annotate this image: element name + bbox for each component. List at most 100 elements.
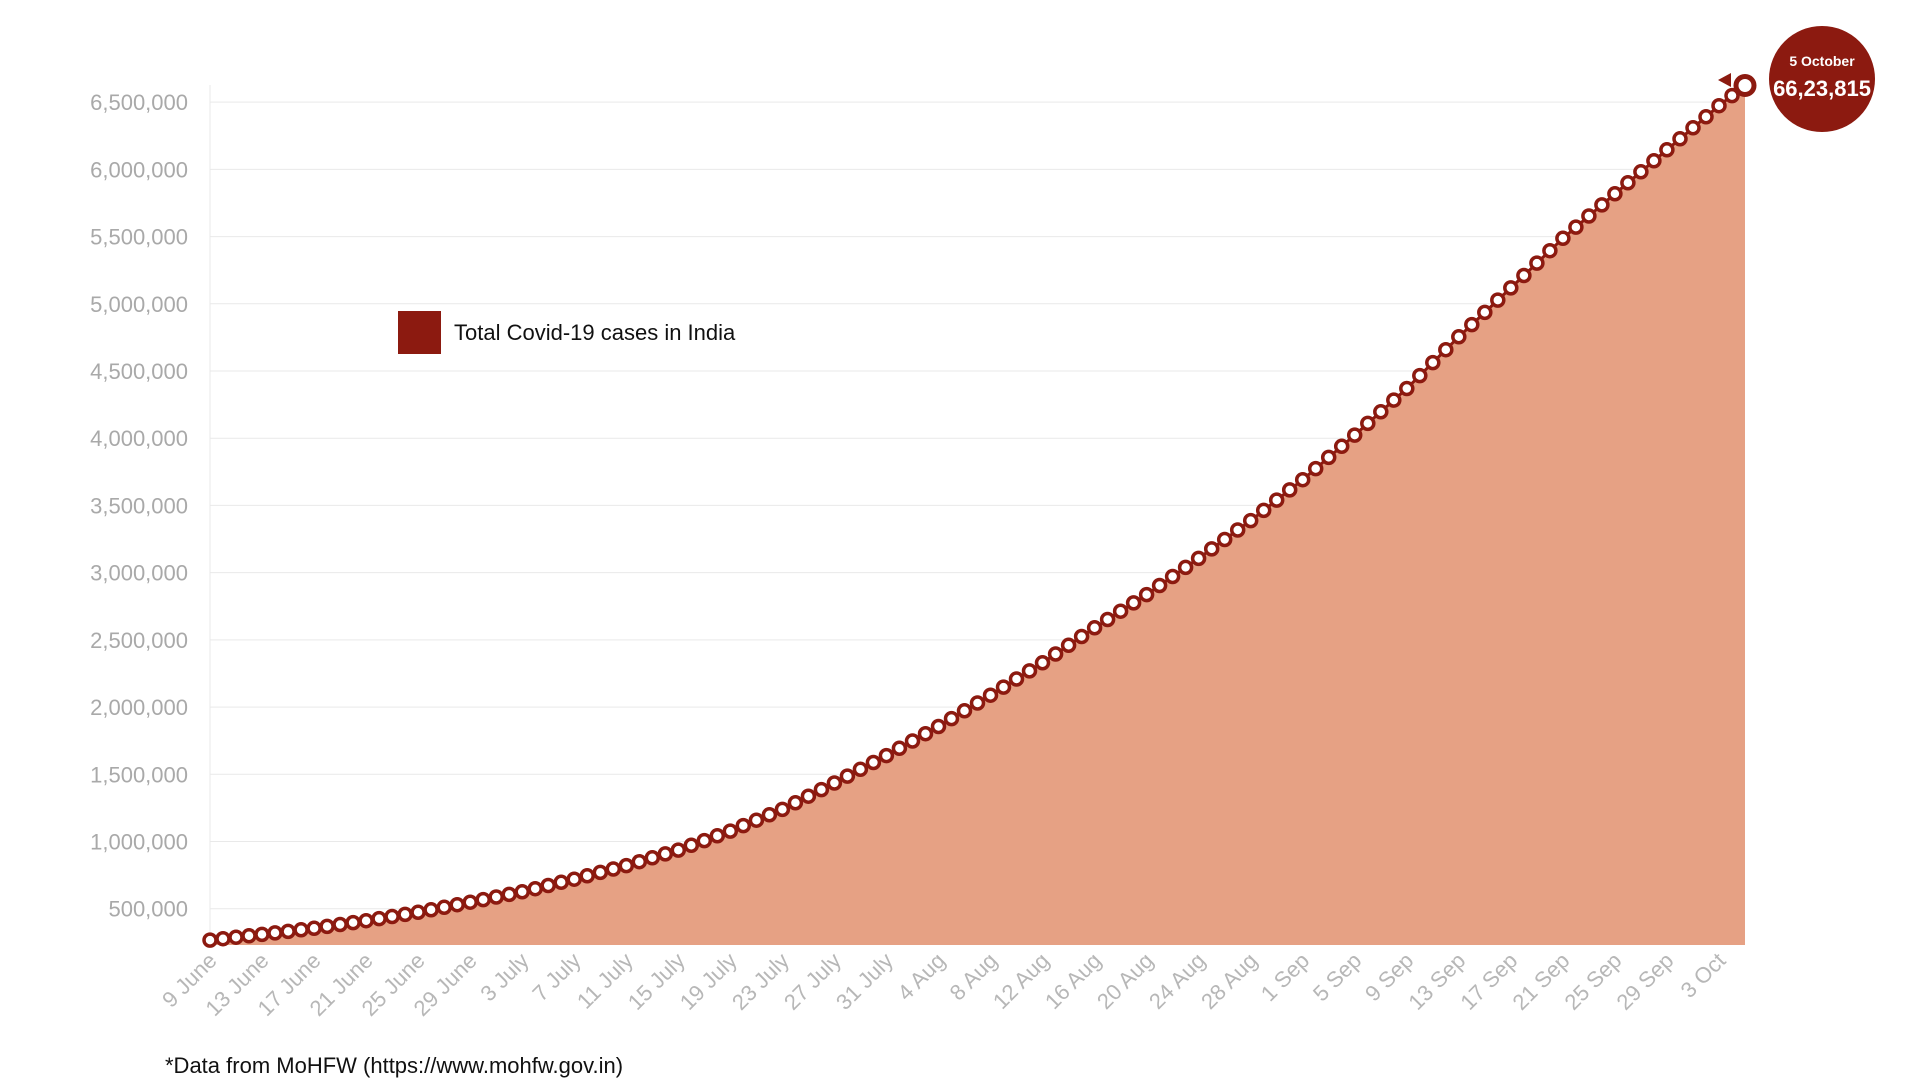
data-point [1490, 292, 1506, 308]
data-point [813, 781, 830, 798]
data-point [1216, 531, 1233, 548]
data-point [1386, 392, 1402, 408]
y-tick-label: 3,000,000 [90, 561, 188, 586]
data-point [358, 912, 374, 929]
data-point [1503, 280, 1519, 296]
data-point [982, 687, 999, 703]
data-point [787, 795, 804, 811]
data-point [592, 864, 609, 881]
x-tick-label: 19 July [675, 948, 742, 1015]
data-point [1008, 671, 1025, 687]
data-point [1073, 628, 1090, 645]
y-tick-label: 4,500,000 [90, 359, 188, 384]
data-point [1373, 404, 1389, 420]
data-point [1672, 131, 1688, 147]
data-point [215, 930, 231, 947]
data-point [1425, 354, 1441, 371]
legend-label: Total Covid-19 cases in India [454, 320, 736, 345]
data-point [1620, 175, 1636, 191]
data-point [579, 868, 595, 884]
data-point [722, 823, 739, 839]
data-point [475, 891, 491, 908]
data-point [397, 906, 413, 923]
data-point [1542, 242, 1558, 259]
x-tick-label: 29 Sep [1611, 948, 1678, 1015]
x-tick-label: 13 Sep [1403, 948, 1470, 1015]
data-point [384, 908, 400, 925]
x-tick-label: 4 Aug [893, 948, 950, 1005]
legend-swatch [398, 311, 441, 354]
data-point [800, 788, 817, 804]
data-point [540, 877, 556, 894]
area-layer [209, 84, 1746, 945]
data-point [423, 902, 439, 918]
y-tick-label: 2,500,000 [90, 628, 188, 653]
callout-value: 66,23,815 [1773, 76, 1871, 101]
data-point [761, 807, 778, 823]
data-point [1229, 522, 1246, 538]
y-tick-label: 5,500,000 [90, 225, 188, 250]
data-point [943, 710, 960, 727]
callout-pointer [1718, 73, 1731, 87]
data-point [1112, 603, 1129, 619]
data-point [1281, 482, 1298, 498]
y-tick-label: 2,000,000 [90, 695, 188, 720]
x-tick-label: 5 Sep [1308, 948, 1366, 1006]
data-point [1607, 186, 1623, 202]
data-point [306, 920, 322, 937]
data-point [1412, 367, 1428, 384]
data-point [969, 695, 986, 711]
y-tick-label: 6,000,000 [90, 157, 188, 182]
data-point [1307, 460, 1324, 477]
data-point [631, 853, 648, 870]
data-point [735, 817, 752, 834]
data-markers [202, 74, 1757, 948]
y-tick-label: 1,500,000 [90, 762, 188, 787]
data-point [904, 733, 921, 749]
data-point [293, 922, 309, 938]
x-tick-label: 28 Aug [1196, 948, 1262, 1014]
x-tick-label: 20 Aug [1092, 948, 1158, 1014]
data-point [1294, 471, 1311, 488]
callout-date: 5 October [1789, 53, 1855, 69]
data-point [1438, 341, 1454, 358]
data-point [488, 889, 504, 905]
data-point [566, 871, 582, 887]
data-point [930, 718, 947, 735]
x-tick-label: 12 Aug [988, 948, 1054, 1014]
x-tick-label: 24 Aug [1144, 948, 1210, 1014]
data-point [774, 801, 791, 818]
data-point [449, 896, 465, 913]
data-point [280, 923, 296, 940]
data-point [1733, 74, 1757, 97]
data-point [1125, 595, 1142, 611]
data-point [1047, 646, 1064, 662]
x-tick-label: 15 July [623, 948, 690, 1015]
y-tick-label: 3,500,000 [90, 493, 188, 518]
data-point [1724, 87, 1740, 104]
data-point [696, 832, 713, 849]
data-point [1516, 267, 1532, 284]
data-point [839, 768, 856, 784]
data-point [1203, 541, 1220, 557]
data-point [1360, 415, 1376, 432]
data-point [1659, 142, 1675, 158]
callout-bubble [1769, 26, 1875, 132]
data-point [1060, 637, 1077, 654]
data-point [345, 914, 361, 931]
data-point [1255, 502, 1272, 519]
data-point [1594, 197, 1610, 213]
data-point [1633, 164, 1649, 180]
data-point [670, 842, 687, 858]
data-point [1333, 438, 1350, 455]
data-point [527, 880, 543, 897]
data-point [319, 918, 335, 935]
data-point [1346, 427, 1363, 443]
data-point [683, 837, 700, 854]
x-tick-label: 11 July [572, 948, 638, 1014]
data-point [1529, 255, 1545, 271]
data-point [1399, 380, 1415, 397]
data-point [202, 932, 218, 948]
data-point [644, 850, 661, 866]
